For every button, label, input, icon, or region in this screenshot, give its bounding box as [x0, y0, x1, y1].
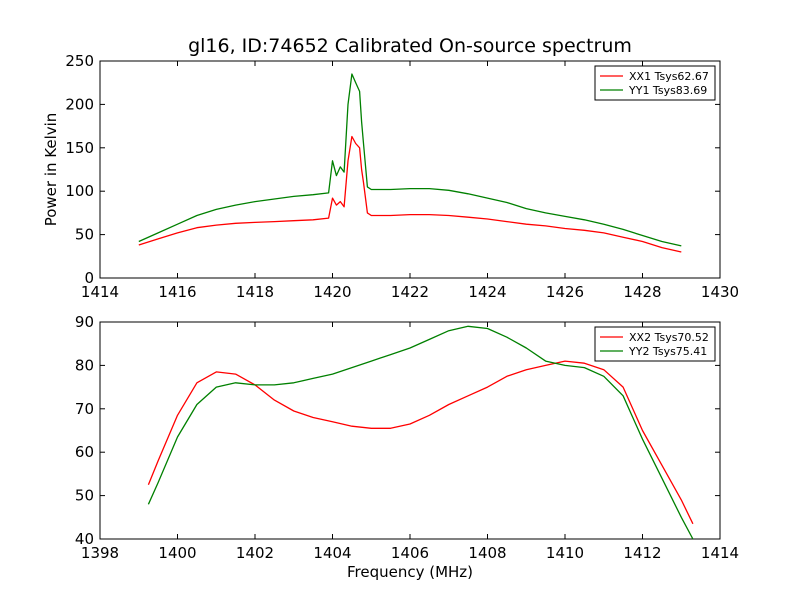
x-tick-label: 1412: [623, 544, 661, 562]
x-tick-label: 1424: [468, 283, 506, 301]
y-tick-label: 60: [75, 443, 94, 461]
y-tick-label: 90: [75, 313, 94, 331]
legend-box: [594, 326, 716, 362]
y-tick-label: 50: [75, 487, 94, 505]
legend-label: XX1 Tsys62.67: [629, 70, 709, 83]
y-tick-label: 100: [65, 182, 94, 200]
series-line-2: [138, 73, 682, 247]
x-tick-label: 1418: [236, 283, 274, 301]
series-line-2: [147, 325, 694, 539]
top-panel: 1414 1416 1418 1420 1422 1424 1426 1428 1430 0 50 1…: [42, 52, 739, 301]
x-tick-label: 1406: [391, 544, 429, 562]
y-tick-label: 200: [65, 95, 94, 113]
x-tick-label: 1410: [546, 544, 584, 562]
series-group: [147, 325, 694, 539]
x-tick-label: 1420: [313, 283, 351, 301]
legend-label: XX2 Tsys70.52: [629, 331, 709, 344]
y-tick-label: 50: [75, 226, 94, 244]
x-tick-label: 1404: [313, 544, 351, 562]
x-tick-label: 1416: [158, 283, 196, 301]
y-tick-label: 150: [65, 139, 94, 157]
legend-label: YY1 Tsys83.69: [628, 84, 707, 97]
series-line-1: [138, 135, 682, 253]
series-line-1: [147, 360, 694, 525]
x-axis-label: Frequency (MHz): [347, 563, 473, 581]
x-tick-label: 1414: [701, 544, 739, 562]
x-tick-label: 1398: [81, 544, 119, 562]
y-tick-label: 80: [75, 356, 94, 374]
x-tick-label: 1422: [391, 283, 429, 301]
x-tick-label: 1428: [623, 283, 661, 301]
y-tick-label: 0: [84, 269, 94, 287]
x-tick-label: 1426: [546, 283, 584, 301]
x-tick-label: 1414: [81, 283, 119, 301]
x-tick-label: 1400: [158, 544, 196, 562]
y-tick-label: 40: [75, 530, 94, 548]
x-tick-label: 1430: [701, 283, 739, 301]
x-tick-label: 1402: [236, 544, 274, 562]
x-tick-label: 1408: [468, 544, 506, 562]
bottom-panel: 1398 1400 1402 1404 1406 1408 1410 1412 1414 40 50…: [75, 313, 739, 581]
legend-label: YY2 Tsys75.41: [628, 345, 707, 358]
legend-box: [594, 65, 716, 101]
y-tick-label: 70: [75, 400, 94, 418]
series-group: [138, 73, 682, 253]
y-axis-label: Power in Kelvin: [42, 113, 60, 227]
chart-title: gl16, ID:74652 Calibrated On-source spec…: [188, 35, 632, 57]
y-tick-label: 250: [65, 52, 94, 70]
